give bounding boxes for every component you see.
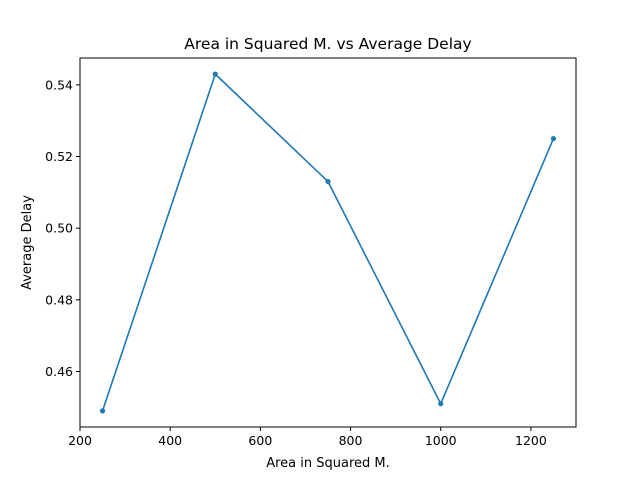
chart-title: Area in Squared M. vs Average Delay (184, 35, 471, 53)
x-tick-label: 1200 (515, 433, 547, 448)
y-tick-label: 0.54 (45, 77, 73, 92)
x-tick-label: 200 (68, 433, 92, 448)
x-axis-label: Area in Squared M. (266, 456, 390, 471)
y-axis: 0.46 0.48 0.50 0.52 0.54 (45, 77, 80, 379)
x-tick-label: 400 (158, 433, 182, 448)
y-tick-label: 0.52 (45, 149, 73, 164)
data-point (550, 136, 557, 142)
x-tick-label: 800 (339, 433, 363, 448)
data-point (438, 401, 444, 407)
data-point (212, 71, 218, 77)
data-point (99, 408, 106, 414)
plot-area (99, 71, 557, 414)
axes-frame (79, 57, 577, 428)
y-tick-label: 0.50 (45, 221, 73, 236)
x-axis: 200 400 600 800 1000 1200 (68, 427, 547, 448)
x-tick-label: 1000 (425, 433, 457, 448)
y-tick-label: 0.46 (45, 364, 73, 379)
x-tick-label: 600 (248, 433, 272, 448)
data-point (325, 178, 331, 185)
y-axis-label: Average Delay (20, 195, 35, 290)
y-tick-label: 0.48 (45, 292, 73, 307)
